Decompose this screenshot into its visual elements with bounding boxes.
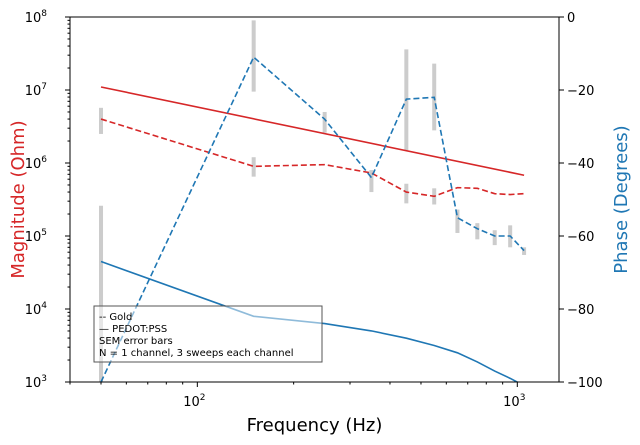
y-left-tick-label: 108 [25,9,48,26]
legend-entry-error-bars: SEM error bars [99,336,173,347]
y-right-tick-label: −40 [567,157,594,172]
y-left-tick-label: 105 [25,228,47,245]
y-axis-label-left: Magnitude (Ohm) [8,120,29,278]
y-right-tick-label: −100 [567,376,603,391]
magnitude-dashed-line [100,118,525,198]
magnitude-solid-line [100,86,525,177]
legend-entry-pedot: — PEDOT:PSS [99,324,167,335]
y-left-tick-label: 104 [25,301,48,318]
y-left-tick-label: 107 [25,82,47,99]
legend-entry-sample-size: N = 1 channel, 3 sweeps each channel [99,348,294,359]
legend-box [93,305,323,363]
y-right-tick-label: −20 [567,84,594,99]
phase-dashed-line [100,55,525,382]
y-right-tick-label: −60 [567,230,594,245]
series-lines [100,55,525,382]
y-left-tick-label: 103 [25,374,47,391]
legend: -- Gold — PEDOT:PSS SEM error bars N = 1… [93,305,323,363]
y-left-tick-label: 106 [25,155,48,172]
x-tick-label: 103 [503,393,525,410]
y-right-tick-label: −80 [567,303,594,318]
legend-entry-gold: -- Gold [99,312,132,323]
y-axis-label-right: Phase (Degrees) [611,125,632,273]
y-right-tick-label: 0 [567,11,575,26]
x-axis-label: Frequency (Hz) [247,415,383,436]
x-tick-label: 102 [183,393,205,410]
plot-frame [69,16,560,383]
axis-ticks: 102 103 103 104 105 106 107 108 0 −20 −40 −60 −80 −10… [25,9,603,410]
